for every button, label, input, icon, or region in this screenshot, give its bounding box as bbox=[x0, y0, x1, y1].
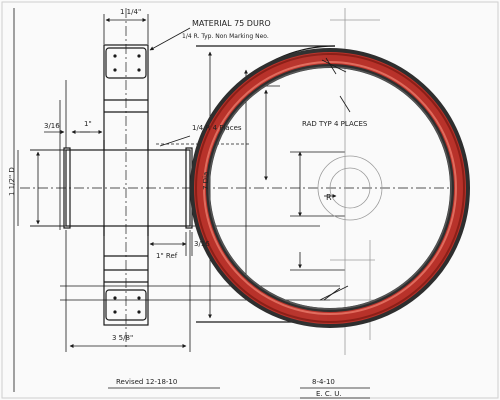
bottom-dim-label: 3 5/8" bbox=[112, 334, 133, 342]
ref-dim-label: 1" Ref bbox=[156, 252, 178, 260]
revised-label: Revised 12-18-10 bbox=[116, 378, 177, 386]
material-label: MATERIAL 75 DURO bbox=[192, 19, 271, 28]
small-dim-label: 3/16 bbox=[194, 240, 210, 248]
date-label: 8-4-10 bbox=[312, 378, 335, 386]
r-label: R bbox=[326, 193, 332, 202]
rad-typ-label: RAD TYP 4 PLACES bbox=[302, 120, 368, 128]
mounting-holes bbox=[113, 54, 141, 314]
radius-note-label: 1/4 R. Typ. Non Marking Neo. bbox=[182, 33, 269, 40]
one-inch-label: 1" bbox=[84, 120, 92, 128]
diameter-label: 7 Dia bbox=[202, 172, 210, 190]
corner-radius-label: 1/4 R 4 Places bbox=[192, 124, 242, 132]
height-dim-label: 1 1/2" D bbox=[8, 167, 16, 196]
title-block bbox=[13, 8, 370, 399]
seal-ring-photo bbox=[190, 48, 470, 328]
top-dim-label: 1 1/4" bbox=[120, 8, 141, 16]
initials-label: E. C. U. bbox=[316, 390, 342, 398]
dimension-lines bbox=[17, 14, 340, 352]
left-dim-label: 3/16 bbox=[44, 122, 60, 130]
